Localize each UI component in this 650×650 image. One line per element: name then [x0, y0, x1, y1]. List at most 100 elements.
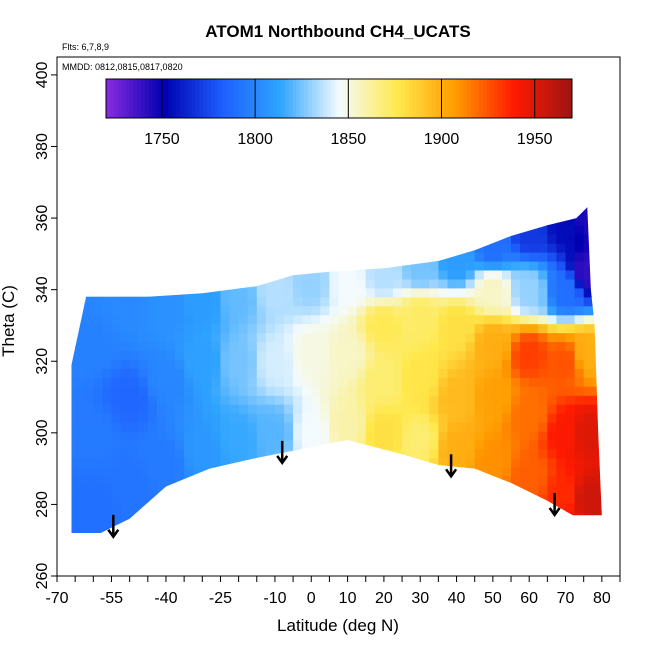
heatmap-cell [265, 520, 276, 530]
heatmap-cell [175, 377, 185, 387]
heatmap-cell [102, 466, 113, 477]
heatmap-cell [229, 440, 240, 450]
heatmap-cell [147, 296, 158, 307]
heatmap-cell [84, 207, 94, 208]
heatmap-cell [502, 252, 512, 262]
y-tick-label: 280 [34, 491, 51, 518]
heatmap-cell [320, 278, 330, 289]
heatmap-cell [365, 270, 376, 280]
heatmap-cell [238, 484, 249, 495]
heatmap-cell [229, 377, 240, 387]
heatmap-cell [438, 278, 449, 289]
heatmap-cell [583, 332, 594, 343]
heatmap-cell [511, 207, 521, 217]
heatmap-cell [383, 493, 394, 504]
heatmap-cell [75, 404, 85, 414]
heatmap-cell [184, 502, 194, 513]
heatmap-cell [256, 493, 267, 504]
heatmap-cell [311, 368, 321, 378]
heatmap-cell [520, 404, 530, 414]
heatmap-cell [102, 225, 113, 235]
heatmap-cell [220, 278, 231, 289]
heatmap-cell [329, 386, 340, 396]
heatmap-cell [220, 243, 231, 253]
heatmap-cell [75, 323, 85, 334]
colorbar-swatch [168, 79, 173, 118]
heatmap-cell [220, 377, 231, 387]
heatmap-cell [338, 270, 349, 280]
heatmap-cell [502, 368, 512, 378]
heatmap-cell [57, 422, 67, 432]
x-tick-label: 20 [375, 590, 393, 607]
heatmap-cell [483, 332, 494, 343]
heatmap-cell [202, 305, 212, 316]
heatmap-cell [129, 457, 140, 468]
heatmap-cell [483, 520, 494, 530]
heatmap-cell [365, 207, 376, 217]
heatmap-cell [238, 520, 249, 530]
heatmap-cell [502, 493, 512, 504]
heatmap-cell [402, 270, 412, 280]
heatmap-cell [57, 386, 67, 396]
heatmap-cell [556, 278, 567, 289]
colorbar-swatch [245, 79, 251, 118]
heatmap-cell [138, 261, 149, 271]
heatmap-cell [375, 189, 385, 199]
heatmap-cell [147, 377, 158, 387]
heatmap-cell [338, 243, 349, 253]
colorbar-swatch [284, 79, 290, 118]
heatmap-cell [602, 207, 612, 217]
heatmap-cell [602, 189, 612, 199]
heatmap-cell [175, 207, 185, 217]
heatmap-cell [402, 475, 412, 486]
heatmap-cell [474, 278, 485, 289]
heatmap-cell [302, 404, 312, 414]
heatmap-cell [365, 359, 376, 369]
heatmap-cell [265, 314, 276, 325]
heatmap-cell [129, 502, 140, 513]
heatmap-cell [202, 386, 212, 396]
heatmap-cell [211, 350, 222, 360]
heatmap-cell [592, 422, 602, 432]
heatmap-cell [84, 448, 94, 459]
heatmap-cell [483, 377, 494, 387]
heatmap-cell [447, 395, 458, 405]
heatmap-cell [456, 234, 467, 244]
heatmap-cell [156, 475, 167, 486]
heatmap-cell [602, 225, 612, 235]
heatmap-cell [220, 457, 231, 468]
colorbar-swatch [397, 79, 402, 118]
heatmap-cell [156, 404, 167, 414]
heatmap-cell [602, 279, 612, 289]
heatmap-cell [502, 422, 512, 432]
heatmap-cell [438, 287, 449, 298]
heatmap-cell [483, 368, 494, 378]
heatmap-cell [184, 207, 194, 217]
heatmap-cell [147, 511, 158, 522]
heatmap-cell [538, 278, 548, 289]
heatmap-cell [129, 484, 140, 495]
heatmap-cell [293, 225, 303, 235]
heatmap-cell [520, 207, 530, 208]
heatmap-cell [293, 484, 303, 495]
heatmap-cell [311, 502, 321, 513]
heatmap-cell [111, 287, 122, 298]
heatmap-cell [465, 529, 476, 534]
heatmap-cell [211, 395, 222, 405]
heatmap-cell [265, 252, 276, 262]
heatmap-cell [492, 493, 503, 504]
heatmap-cell [211, 189, 221, 199]
heatmap-cell [483, 234, 494, 244]
heatmap-cell [383, 261, 394, 271]
heatmap-cell [447, 323, 458, 334]
heatmap-cell [492, 413, 503, 423]
heatmap-cell [474, 323, 485, 334]
heatmap-cell [411, 314, 421, 325]
heatmap-cell [592, 261, 602, 271]
heatmap-cell [447, 413, 458, 423]
heatmap-cell [538, 252, 548, 262]
heatmap-cell [71, 431, 76, 441]
heatmap-cell [220, 404, 231, 414]
heatmap-cell [429, 413, 439, 423]
heatmap-cell [75, 207, 85, 217]
